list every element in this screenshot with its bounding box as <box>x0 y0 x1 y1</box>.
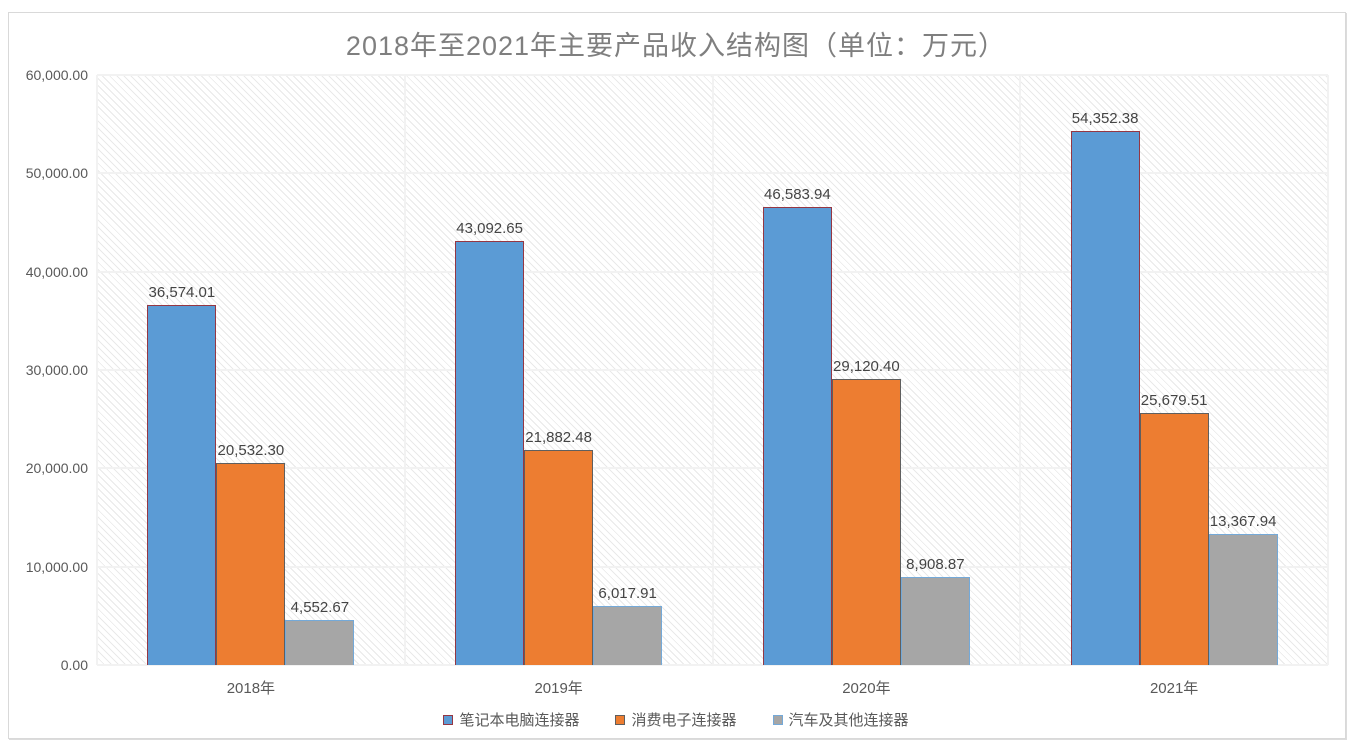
legend-label: 汽车及其他连接器 <box>788 712 909 729</box>
category-gridline-vertical <box>1327 75 1329 665</box>
legend-item-汽车及其他连接器: 汽车及其他连接器 <box>772 709 909 730</box>
y-axis-tick-label: 40,000.00 <box>25 263 88 280</box>
bar-笔记本电脑连接器-2021年 <box>1070 130 1140 665</box>
x-axis-category-label: 2021年 <box>1149 680 1199 697</box>
data-label: 20,532.30 <box>217 442 285 460</box>
legend-item-消费电子连接器: 消费电子连接器 <box>615 709 737 730</box>
x-axis-category-label: 2018年 <box>226 680 276 697</box>
legend-label: 笔记本电脑连接器 <box>459 712 580 729</box>
bar-汽车及其他连接器-2020年 <box>900 577 970 665</box>
bar-汽车及其他连接器-2018年 <box>285 620 355 665</box>
chart-title: 2018年至2021年主要产品收入结构图（单位：万元） <box>345 31 1007 61</box>
data-label: 6,017.91 <box>598 584 657 602</box>
y-axis-tick-label: 20,000.00 <box>25 460 88 477</box>
y-axis: 0.00 10,000.00 20,000.00 30,000.00 40,000.00… <box>0 67 90 673</box>
bar-汽车及其他连接器-2021年 <box>1208 533 1278 665</box>
y-axis-tick-label: 50,000.00 <box>25 165 88 182</box>
bar-笔记本电脑连接器-2020年 <box>762 206 832 665</box>
y-axis-tick-label: 60,000.00 <box>25 67 88 83</box>
y-axis-tick-label: 0.00 <box>60 657 88 673</box>
data-label: 29,120.40 <box>833 357 900 375</box>
data-label: 25,679.51 <box>1140 391 1208 409</box>
data-label: 21,882.48 <box>525 428 592 446</box>
y-axis-tick-label: 30,000.00 <box>25 362 88 378</box>
data-label: 54,352.38 <box>1071 109 1139 127</box>
x-axis-category-label: 2020年 <box>842 680 891 697</box>
x-axis-category-label: 2019年 <box>534 680 583 697</box>
category-gridline-vertical <box>96 75 98 665</box>
data-label: 13,367.94 <box>1209 512 1277 530</box>
bar-消费电子连接器-2018年 <box>216 463 286 665</box>
legend-label: 消费电子连接器 <box>631 712 737 729</box>
legend-swatch-icon <box>772 714 783 725</box>
bar-笔记本电脑连接器-2018年 <box>147 305 217 665</box>
legend-item-笔记本电脑连接器: 笔记本电脑连接器 <box>443 709 579 730</box>
legend-swatch-icon <box>443 714 454 725</box>
data-label: 46,583.94 <box>764 185 831 203</box>
bar-消费电子连接器-2020年 <box>831 378 901 665</box>
major-gridline-horizontal <box>97 664 1328 666</box>
category-gridline-vertical <box>403 75 406 665</box>
bar-汽车及其他连接器-2019年 <box>593 605 663 665</box>
data-label: 8,908.87 <box>906 556 965 574</box>
y-axis-tick-label: 10,000.00 <box>25 558 88 575</box>
bar-笔记本电脑连接器-2019年 <box>455 241 525 665</box>
legend: 笔记本电脑连接器 消费电子连接器 汽车及其他连接器 <box>0 709 1352 730</box>
bar-消费电子连接器-2019年 <box>524 449 594 665</box>
bar-消费电子连接器-2021年 <box>1139 412 1209 665</box>
category-gridline-vertical <box>1019 75 1022 665</box>
data-label: 36,574.01 <box>148 284 216 302</box>
plot-area: 36,574.01 43,092.65 46,583.94 54,352.38 20,5… <box>96 74 1329 666</box>
data-label: 4,552.67 <box>290 599 350 617</box>
category-gridline-vertical <box>711 75 714 665</box>
legend-swatch-icon <box>615 714 626 725</box>
data-label: 43,092.65 <box>456 220 523 238</box>
